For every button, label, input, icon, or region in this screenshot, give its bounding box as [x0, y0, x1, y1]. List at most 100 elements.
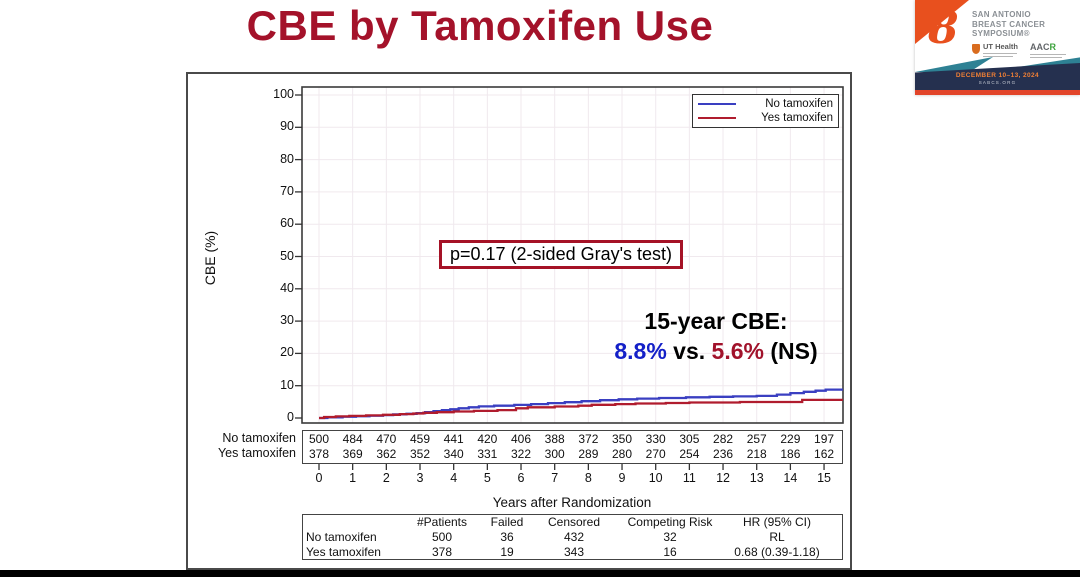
risk-count: 362	[376, 447, 397, 461]
aacr-subline-bar	[1030, 53, 1067, 55]
y-tick-label: 50	[280, 248, 294, 263]
legend-entry: Yes tamoxifen	[698, 111, 833, 125]
x-axis-title: Years after Randomization	[492, 495, 652, 510]
aacr-logo: AACR	[1030, 42, 1067, 58]
summary-cell: 378	[431, 545, 453, 559]
y-axis-label: CBE (%)	[202, 230, 218, 286]
y-tick-label: 10	[280, 377, 294, 392]
x-tick-label: 9	[618, 471, 626, 485]
logo-date: DECEMBER 10–13, 2024	[955, 72, 1040, 79]
legend-entry-label: Yes tamoxifen	[761, 112, 833, 124]
x-tick-label: 0	[315, 471, 323, 485]
risk-count: 300	[544, 447, 565, 461]
sabcs-wordmark: SAN ANTONIO BREAST CANCER SYMPOSIUM®	[972, 10, 1045, 39]
x-tick-label: 12	[716, 471, 730, 485]
ut-health-logo: UT Health	[972, 43, 1018, 57]
sabcs-wordmark-line2: BREAST CANCER	[972, 19, 1046, 29]
sabcs-ribbon-icon: 8	[928, 3, 959, 54]
x-tick-label: 1	[349, 471, 357, 485]
risk-count: 280	[612, 447, 633, 461]
summary-table-box	[302, 514, 843, 560]
x-tick-label: 13	[749, 471, 764, 485]
cbe-annotation-title: 15-year CBE:	[644, 308, 788, 334]
summary-cell: 32	[663, 530, 677, 544]
ut-shield-icon	[972, 44, 980, 54]
curve-yes-tamoxifen	[319, 398, 843, 420]
cbe-value-no-tamoxifen: 8.8%	[614, 338, 667, 364]
summary-cell: No tamoxifen	[306, 530, 377, 544]
risk-count: 282	[713, 432, 734, 446]
risk-count: 352	[409, 447, 431, 461]
x-tick-label: 2	[382, 471, 390, 485]
sabcs-logo-card: 8 SAN ANTONIO BREAST CANCER SYMPOSIUM® U…	[915, 0, 1080, 95]
cbe-vs: vs.	[666, 338, 712, 364]
y-tick-label: 80	[280, 151, 294, 166]
legend-entry-label: No tamoxifen	[765, 98, 833, 110]
summary-cell: Yes tamoxifen	[306, 545, 381, 559]
logo-orange-corner	[915, 0, 969, 44]
y-tick-label: 100	[273, 87, 294, 101]
y-tick-label: 20	[280, 345, 294, 360]
x-tick-label: 14	[783, 471, 798, 485]
sabcs-wordmark-line1: SAN ANTONIO	[972, 10, 1031, 19]
x-tick-label: 11	[682, 471, 696, 485]
legend: No tamoxifen Yes tamoxifen	[692, 94, 839, 128]
summary-cell: 432	[563, 530, 585, 544]
risk-count: 236	[713, 447, 734, 461]
risk-count: 322	[511, 447, 532, 461]
x-tick-label: 4	[450, 471, 458, 485]
risk-count: 257	[746, 432, 767, 446]
risk-count: 500	[308, 432, 330, 446]
summary-cell: 16	[663, 545, 677, 559]
risk-count: 218	[746, 447, 767, 461]
risk-count: 186	[780, 447, 801, 461]
risk-count: 270	[645, 447, 666, 461]
y-tick-label: 30	[280, 313, 294, 328]
x-tick-label: 10	[648, 471, 663, 485]
risk-count: 388	[544, 432, 565, 446]
y-tick-label: 40	[280, 280, 294, 295]
ut-subline-bar	[983, 55, 1013, 57]
bottom-bar	[0, 570, 1080, 577]
x-tick-label: 3	[416, 471, 424, 485]
at-risk-table-box	[302, 430, 843, 464]
slide-title: CBE by Tamoxifen Use	[246, 2, 714, 49]
logo-teal-stripe-right	[1018, 57, 1080, 67]
risk-row-label: Yes tamoxifen	[217, 446, 296, 460]
risk-count: 331	[477, 447, 498, 461]
risk-count: 289	[578, 447, 599, 461]
risk-count: 406	[511, 432, 532, 446]
x-tick-label: 8	[584, 471, 592, 485]
summary-cell: 0.68 (0.39-1.18)	[734, 545, 820, 559]
risk-count: 305	[679, 432, 700, 446]
logo-navy-band: DECEMBER 10–13, 2024 SABCS.ORG	[915, 63, 1080, 90]
risk-count: 254	[679, 447, 700, 461]
y-tick-label: 60	[280, 216, 294, 231]
cbe-annotation: 15-year CBE: 8.8% vs. 5.6% (NS)	[588, 306, 844, 366]
legend-line-swatch	[698, 103, 736, 105]
y-tick-label: 70	[280, 183, 294, 198]
aacr-label-r: R	[1049, 42, 1057, 52]
ut-health-label: UT Health	[983, 42, 1019, 51]
summary-cell: 36	[500, 530, 514, 544]
risk-count: 441	[443, 432, 464, 446]
risk-count: 330	[645, 432, 666, 446]
x-tick-label: 7	[551, 471, 559, 485]
ut-subline-bar	[983, 52, 1017, 54]
cbe-value-yes-tamoxifen: 5.6%	[711, 338, 764, 364]
risk-count: 459	[409, 432, 431, 446]
summary-header-cell: Censored	[547, 515, 601, 529]
x-tick-label: 15	[817, 471, 831, 485]
summary-cell: 343	[563, 545, 585, 559]
summary-header-cell: Failed	[490, 515, 524, 529]
cbe-annotation-values: 8.8% vs. 5.6% (NS)	[588, 336, 844, 366]
risk-count: 470	[376, 432, 397, 446]
risk-count: 372	[578, 432, 599, 446]
aacr-subline-bar	[1030, 56, 1063, 58]
summary-header-cell: HR (95% CI)	[742, 515, 811, 529]
risk-count: 229	[780, 432, 801, 446]
risk-row-label: No tamoxifen	[222, 431, 296, 445]
plot-border	[301, 86, 844, 424]
summary-cell: 500	[431, 530, 453, 544]
risk-count: 420	[477, 432, 498, 446]
